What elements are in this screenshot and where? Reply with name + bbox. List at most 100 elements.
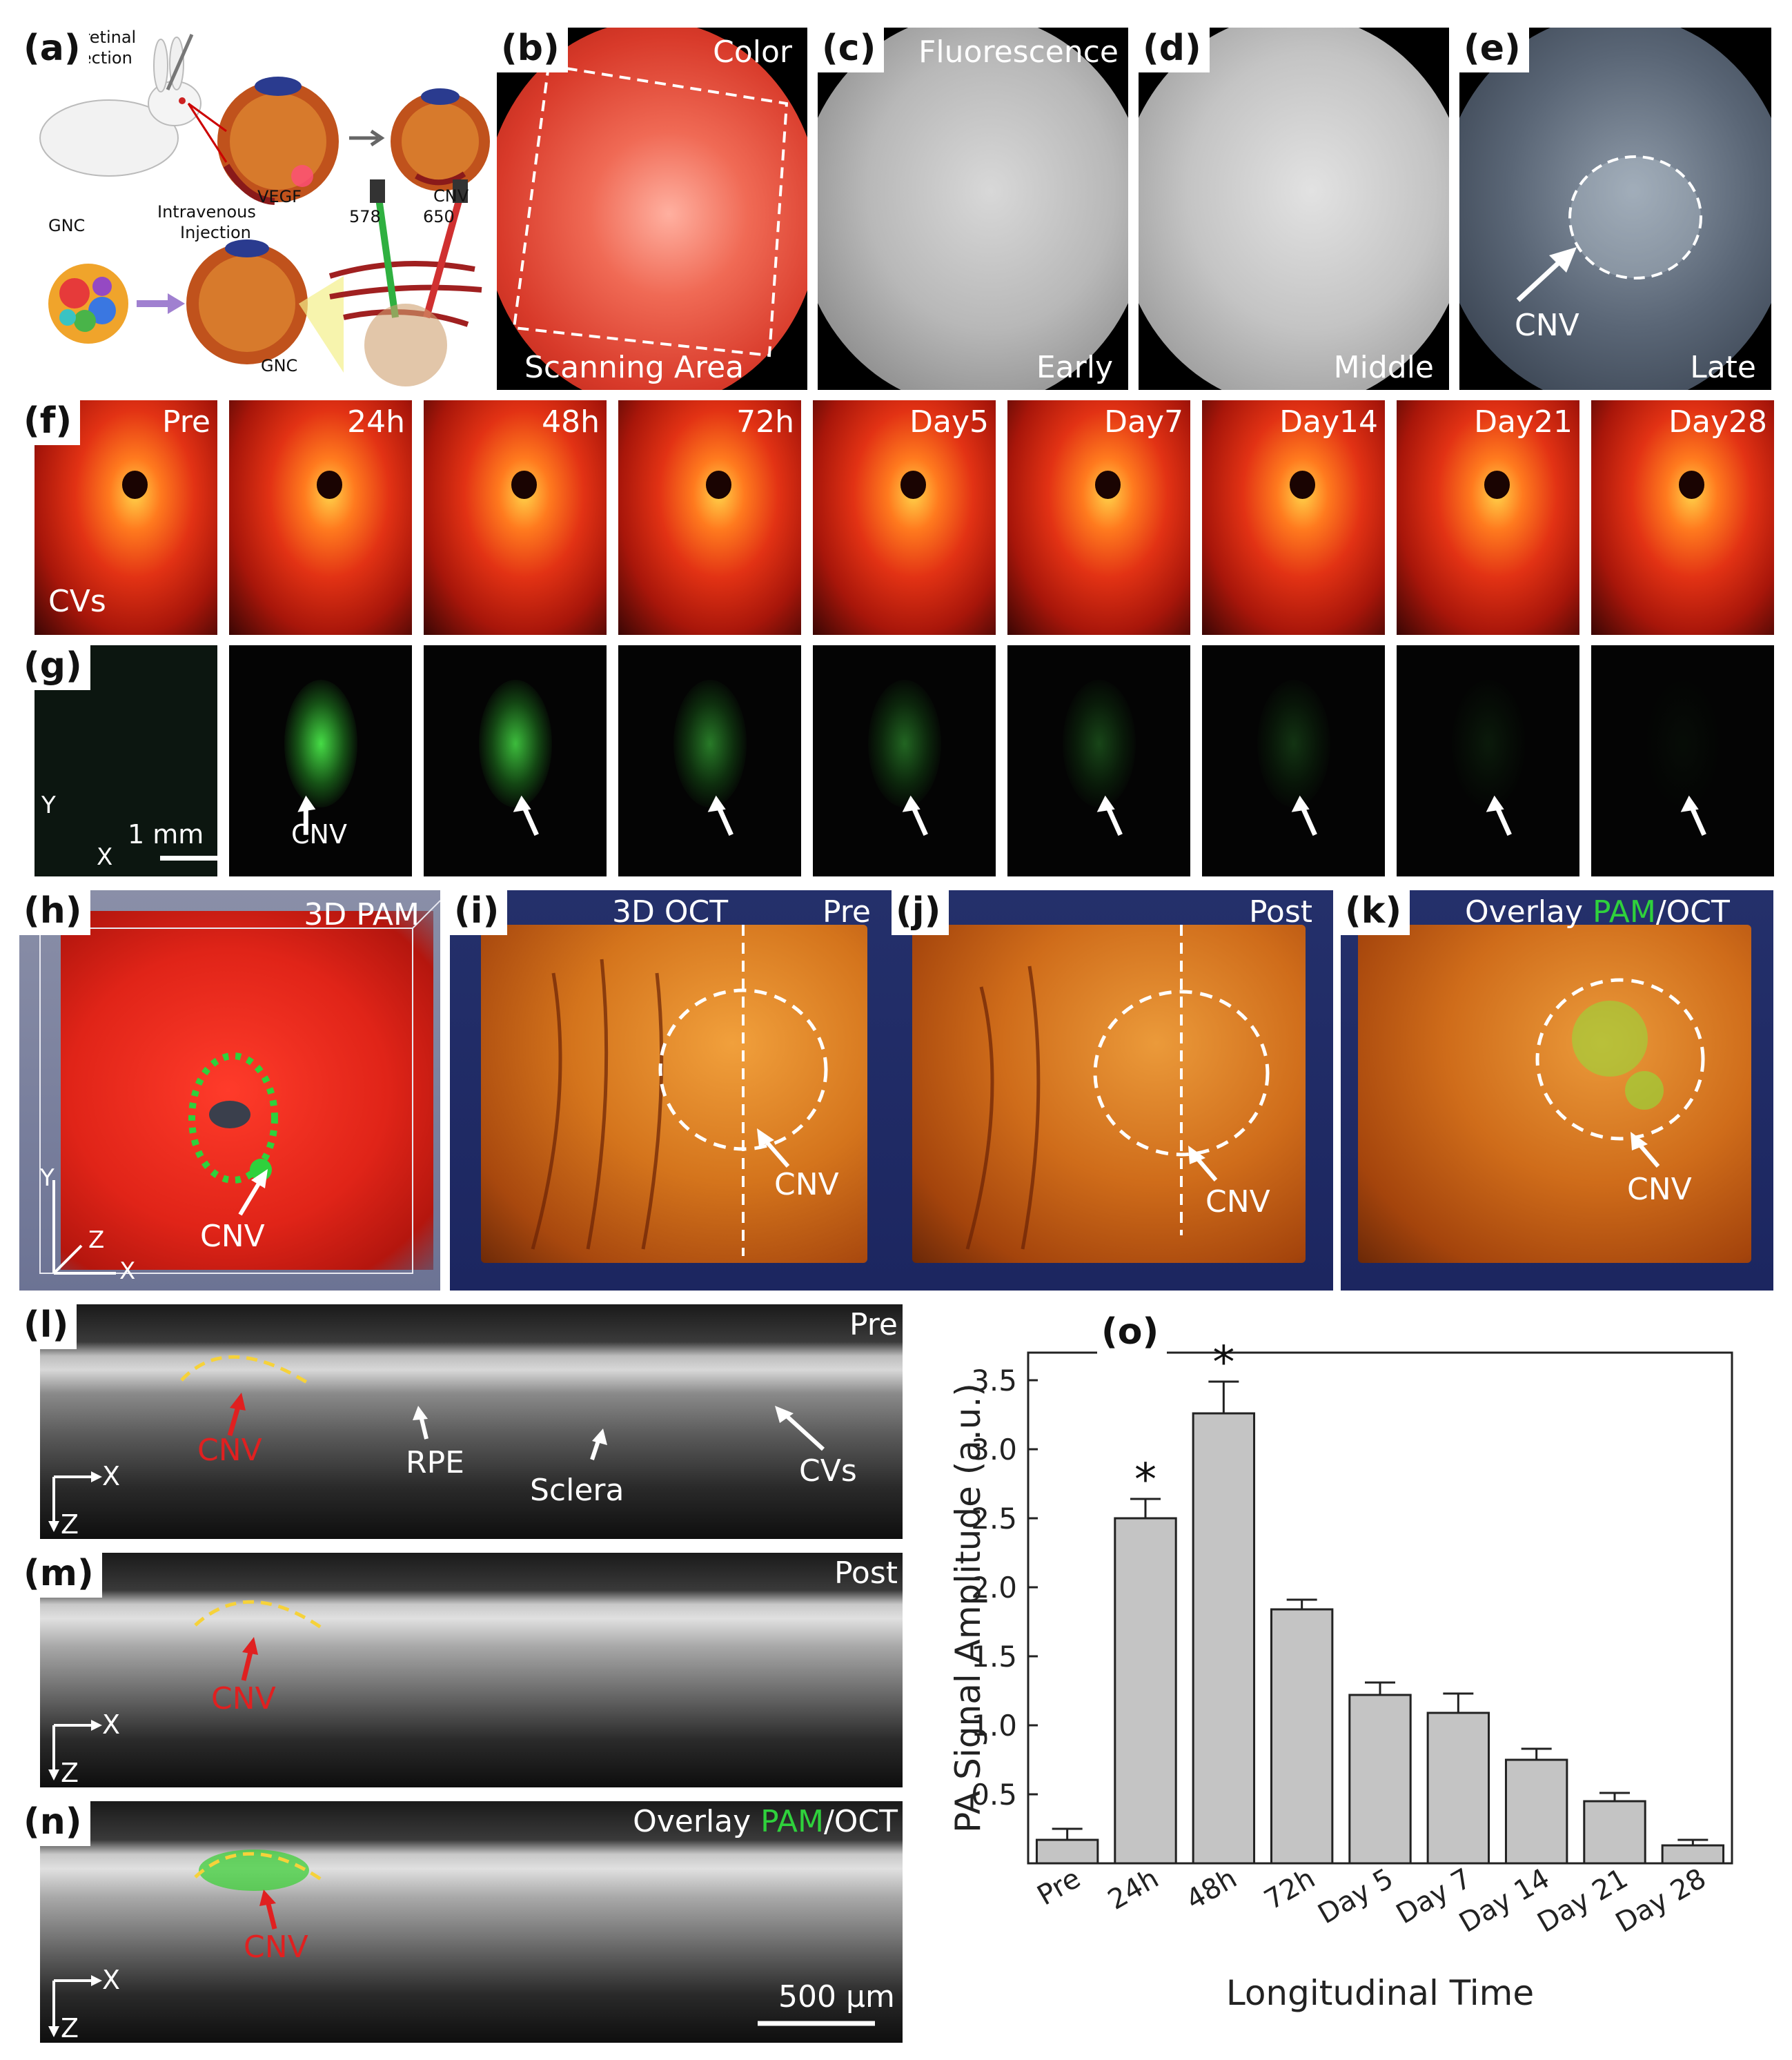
bar bbox=[1583, 1800, 1646, 1865]
cnv-arrow bbox=[513, 795, 539, 836]
panel-label-h: (h) bbox=[19, 890, 90, 936]
fluorescence-tag: Fluorescence bbox=[918, 35, 1119, 70]
cnv-label-e: CNV bbox=[1515, 308, 1579, 343]
gnc-frame-7 bbox=[1397, 645, 1579, 876]
pam-frame-8: Day28 bbox=[1591, 400, 1774, 635]
y-tick-label: 0.5 bbox=[971, 1778, 1017, 1812]
gnc-signal-spot bbox=[1257, 680, 1330, 807]
panel-label-d: (d) bbox=[1139, 28, 1210, 73]
timepoint-label: Pre bbox=[162, 404, 210, 440]
gnc-signal-spot bbox=[1451, 680, 1525, 807]
pam-word-n: PAM bbox=[760, 1804, 824, 1839]
3d-pam-title: 3D PAM bbox=[304, 897, 420, 932]
panel-i-3d-oct-pre: 3D OCT Pre CNV (i) bbox=[450, 890, 892, 1291]
bar bbox=[1504, 1758, 1568, 1865]
post-tag-m: Post bbox=[834, 1556, 898, 1591]
gnc-signal-spot bbox=[1062, 680, 1136, 807]
laser-650-label: 650 bbox=[423, 207, 455, 226]
overlay-title-n: Overlay PAM/OCT bbox=[633, 1807, 898, 1837]
panel-label-k: (k) bbox=[1341, 890, 1410, 936]
oct-overlay-graphics bbox=[48, 1850, 875, 2037]
panel-label-b: (b) bbox=[497, 28, 568, 73]
axis-x-n: X bbox=[102, 1965, 121, 1995]
panel-label-i: (i) bbox=[450, 890, 508, 936]
pre-tag-i: Pre bbox=[823, 894, 871, 930]
bar bbox=[1192, 1412, 1256, 1865]
cnv-arrow bbox=[707, 795, 733, 836]
pam-frame-4: Day5 bbox=[813, 400, 996, 635]
panel-o-bar-chart: 0.5 1.0 1.5 2.0 2.5 3.0 3.5 Pre * 24h * 48h 72h Day 5… bbox=[925, 1304, 1780, 2050]
timepoint-label: Day14 bbox=[1279, 404, 1378, 440]
overlay-title-k: Overlay PAM/OCT bbox=[1465, 897, 1730, 928]
cnv-label-l: CNV bbox=[197, 1433, 262, 1468]
scale-bar-label-n: 500 µm bbox=[778, 1979, 895, 2014]
panel-label-n: (n) bbox=[19, 1801, 90, 1847]
cnv-arrow bbox=[1486, 795, 1512, 836]
x-tick-label: 48h bbox=[1181, 1863, 1242, 1916]
pam-3d-overlay bbox=[39, 900, 440, 1275]
pam-frame-1: 24h bbox=[229, 400, 412, 635]
oct-word-k: /OCT bbox=[1655, 894, 1730, 930]
gnc-frame-2 bbox=[424, 645, 607, 876]
laser-578-label: 578 bbox=[349, 207, 381, 226]
intravenous-label: Intravenous bbox=[157, 202, 256, 222]
y-tick-label: 2.0 bbox=[971, 1571, 1017, 1605]
significance-marker: * bbox=[1134, 1455, 1156, 1506]
x-axis-label: Longitudinal Time bbox=[1226, 1973, 1534, 2013]
axis-z-n: Z bbox=[61, 2013, 79, 2043]
vegf-label: VEGF bbox=[257, 187, 302, 206]
overlay-word-n: Overlay bbox=[633, 1804, 761, 1839]
gnc-signal-spot bbox=[867, 680, 941, 807]
x-tick-label: 72h bbox=[1259, 1863, 1321, 1916]
rpe-label: RPE bbox=[406, 1445, 464, 1480]
cnv-arrow bbox=[1680, 795, 1706, 836]
gnc-bottom-label: GNC bbox=[261, 356, 298, 375]
gnc-signal-spot bbox=[284, 680, 357, 807]
x-tick-label: Day 5 bbox=[1313, 1863, 1399, 1930]
axis-y-g: Y bbox=[41, 792, 56, 819]
panel-label-o: (o) bbox=[1097, 1311, 1168, 1357]
oct-pre-graphics bbox=[48, 1355, 825, 1532]
middle-tag: Middle bbox=[1333, 350, 1434, 385]
x-tick-label: Day 21 bbox=[1532, 1863, 1633, 1939]
pam-frame-2: 48h bbox=[424, 400, 607, 635]
panel-l-oct-bscan-pre: Pre CNV RPE Sclera CVs X Z (l) bbox=[19, 1304, 906, 1539]
panel-j-3d-oct-post: Post CNV (j) bbox=[892, 890, 1333, 1291]
y-tick-label: 1.0 bbox=[971, 1709, 1017, 1743]
bar bbox=[1348, 1694, 1412, 1865]
panel-label-a: (a) bbox=[19, 28, 89, 73]
cvs-label-l: CVs bbox=[799, 1453, 857, 1489]
pam-frame-3: 72h bbox=[618, 400, 801, 635]
gnc-frame-6 bbox=[1202, 645, 1385, 876]
cnv-label-i: CNV bbox=[774, 1167, 839, 1202]
early-tag: Early bbox=[1036, 350, 1113, 385]
injection-label: Injection bbox=[180, 223, 251, 242]
panel-e-fluorescence-late: CNV Late (e) bbox=[1459, 28, 1771, 390]
y-tick-label: 3.5 bbox=[971, 1364, 1017, 1397]
y-axis-label: PA Signal Amplitude (a.u.) bbox=[948, 1383, 988, 1833]
x-tick-label: Day 28 bbox=[1611, 1863, 1712, 1939]
bar bbox=[1270, 1608, 1334, 1865]
oct-pre-overlay bbox=[531, 925, 828, 1256]
timepoint-label: Day28 bbox=[1668, 404, 1767, 440]
panel-label-j: (j) bbox=[892, 890, 949, 936]
dark-lesion bbox=[1095, 471, 1121, 499]
cnv-arrow bbox=[902, 795, 928, 836]
panel-b-color-fundus: Color Scanning Area (b) bbox=[497, 28, 807, 390]
gnc-signal-spot bbox=[673, 680, 747, 807]
cnv-label-m: CNV bbox=[211, 1681, 276, 1716]
dark-lesion bbox=[1679, 471, 1705, 499]
dark-lesion bbox=[1290, 471, 1316, 499]
cnv-label-j: CNV bbox=[1205, 1184, 1270, 1219]
axis-z-h: Z bbox=[88, 1226, 105, 1254]
cvs-label-f: CVs bbox=[48, 584, 106, 619]
panel-c-fluorescence-early: Fluorescence Early (c) bbox=[818, 28, 1128, 390]
timepoint-label: 48h bbox=[542, 404, 600, 440]
bar bbox=[1035, 1838, 1099, 1865]
oct-word-n: /OCT bbox=[823, 1804, 898, 1839]
y-tick-label: 3.0 bbox=[971, 1433, 1017, 1466]
cnv-label-k: CNV bbox=[1627, 1172, 1692, 1207]
x-tick-label: 24h bbox=[1103, 1863, 1164, 1916]
panel-label-l: (l) bbox=[19, 1304, 77, 1350]
